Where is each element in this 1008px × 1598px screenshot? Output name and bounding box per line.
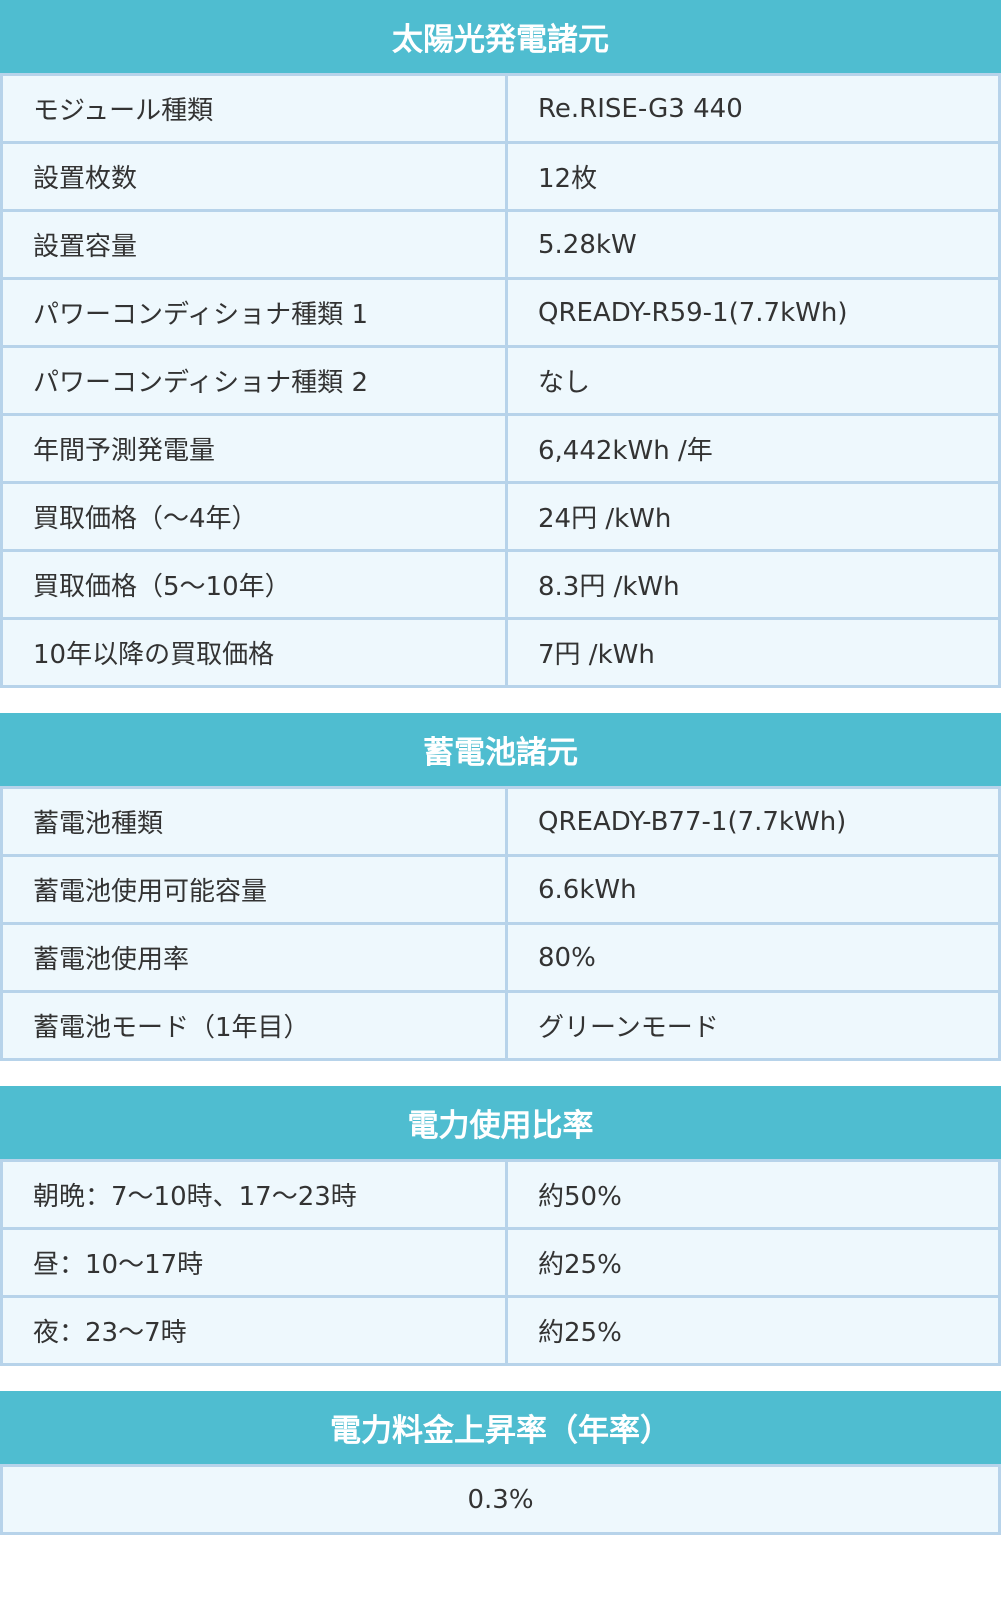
section-title: 電力使用比率 xyxy=(0,1086,1001,1159)
spec-table: モジュール種類 Re.RISE-G3 440 設置枚数 12枚 設置容量 5.28kW パワ… xyxy=(0,73,1001,688)
table-row: モジュール種類 Re.RISE-G3 440 xyxy=(0,73,1001,144)
table-row: 年間予測発電量 6,442kWh /年 xyxy=(0,413,1001,484)
table-row: 朝晩：7〜10時、17〜23時 約50% xyxy=(0,1159,1001,1230)
row-label: パワーコンディショナ種類 2 xyxy=(0,345,508,416)
spec-section: 電力使用比率 朝晩：7〜10時、17〜23時 約50% 昼：10〜17時 約25% 夜：2… xyxy=(0,1086,1001,1366)
row-label: 年間予測発電量 xyxy=(0,413,508,484)
row-label: 蓄電池使用率 xyxy=(0,922,508,993)
table-row: 買取価格（5〜10年） 8.3円 /kWh xyxy=(0,549,1001,620)
spec-section: 蓄電池諸元 蓄電池種類 QREADY-B77-1(7.7kWh) 蓄電池使用可能容量 6… xyxy=(0,713,1001,1061)
table-row: 昼：10〜17時 約25% xyxy=(0,1227,1001,1298)
row-value: 5.28kW xyxy=(505,209,1001,280)
row-value: QREADY-R59-1(7.7kWh) xyxy=(505,277,1001,348)
table-row: パワーコンディショナ種類 1 QREADY-R59-1(7.7kWh) xyxy=(0,277,1001,348)
row-value: Re.RISE-G3 440 xyxy=(505,73,1001,144)
row-value: 7円 /kWh xyxy=(505,617,1001,688)
row-value: 80% xyxy=(505,922,1001,993)
row-value: 約25% xyxy=(505,1227,1001,1298)
row-label: 設置枚数 xyxy=(0,141,508,212)
row-label: 蓄電池モード（1年目） xyxy=(0,990,508,1061)
row-label: 設置容量 xyxy=(0,209,508,280)
table-row: 蓄電池モード（1年目） グリーンモード xyxy=(0,990,1001,1061)
row-value: 6,442kWh /年 xyxy=(505,413,1001,484)
row-label: パワーコンディショナ種類 1 xyxy=(0,277,508,348)
row-label: 夜：23〜7時 xyxy=(0,1295,508,1366)
table-row: 設置枚数 12枚 xyxy=(0,141,1001,212)
spec-table: 蓄電池種類 QREADY-B77-1(7.7kWh) 蓄電池使用可能容量 6.6kWh… xyxy=(0,786,1001,1061)
row-label: 10年以降の買取価格 xyxy=(0,617,508,688)
table-row: 蓄電池種類 QREADY-B77-1(7.7kWh) xyxy=(0,786,1001,857)
spec-tables: 太陽光発電諸元 モジュール種類 Re.RISE-G3 440 設置枚数 12枚 設置容量 5… xyxy=(0,0,1001,1535)
table-row: 0.3% xyxy=(0,1464,1001,1535)
row-label: 買取価格（5〜10年） xyxy=(0,549,508,620)
row-label: 朝晩：7〜10時、17〜23時 xyxy=(0,1159,508,1230)
row-value: 24円 /kWh xyxy=(505,481,1001,552)
row-value: 8.3円 /kWh xyxy=(505,549,1001,620)
row-value: 約50% xyxy=(505,1159,1001,1230)
section-title: 太陽光発電諸元 xyxy=(0,0,1001,73)
spec-section: 太陽光発電諸元 モジュール種類 Re.RISE-G3 440 設置枚数 12枚 設置容量 5… xyxy=(0,0,1001,688)
row-value: なし xyxy=(505,345,1001,416)
row-label: モジュール種類 xyxy=(0,73,508,144)
row-label: 昼：10〜17時 xyxy=(0,1227,508,1298)
table-row: 買取価格（〜4年） 24円 /kWh xyxy=(0,481,1001,552)
row-value: 12枚 xyxy=(505,141,1001,212)
table-row: パワーコンディショナ種類 2 なし xyxy=(0,345,1001,416)
row-value: グリーンモード xyxy=(505,990,1001,1061)
spec-section: 電力料金上昇率（年率） 0.3% xyxy=(0,1391,1001,1535)
row-label: 買取価格（〜4年） xyxy=(0,481,508,552)
table-row: 蓄電池使用可能容量 6.6kWh xyxy=(0,854,1001,925)
row-value: 0.3% xyxy=(0,1464,1001,1535)
row-label: 蓄電池使用可能容量 xyxy=(0,854,508,925)
table-row: 夜：23〜7時 約25% xyxy=(0,1295,1001,1366)
row-value: 6.6kWh xyxy=(505,854,1001,925)
section-title: 電力料金上昇率（年率） xyxy=(0,1391,1001,1464)
table-row: 10年以降の買取価格 7円 /kWh xyxy=(0,617,1001,688)
row-value: QREADY-B77-1(7.7kWh) xyxy=(505,786,1001,857)
spec-table: 朝晩：7〜10時、17〜23時 約50% 昼：10〜17時 約25% 夜：23〜7時 約2… xyxy=(0,1159,1001,1366)
spec-table: 0.3% xyxy=(0,1464,1001,1535)
row-value: 約25% xyxy=(505,1295,1001,1366)
section-title: 蓄電池諸元 xyxy=(0,713,1001,786)
row-label: 蓄電池種類 xyxy=(0,786,508,857)
table-row: 蓄電池使用率 80% xyxy=(0,922,1001,993)
table-row: 設置容量 5.28kW xyxy=(0,209,1001,280)
